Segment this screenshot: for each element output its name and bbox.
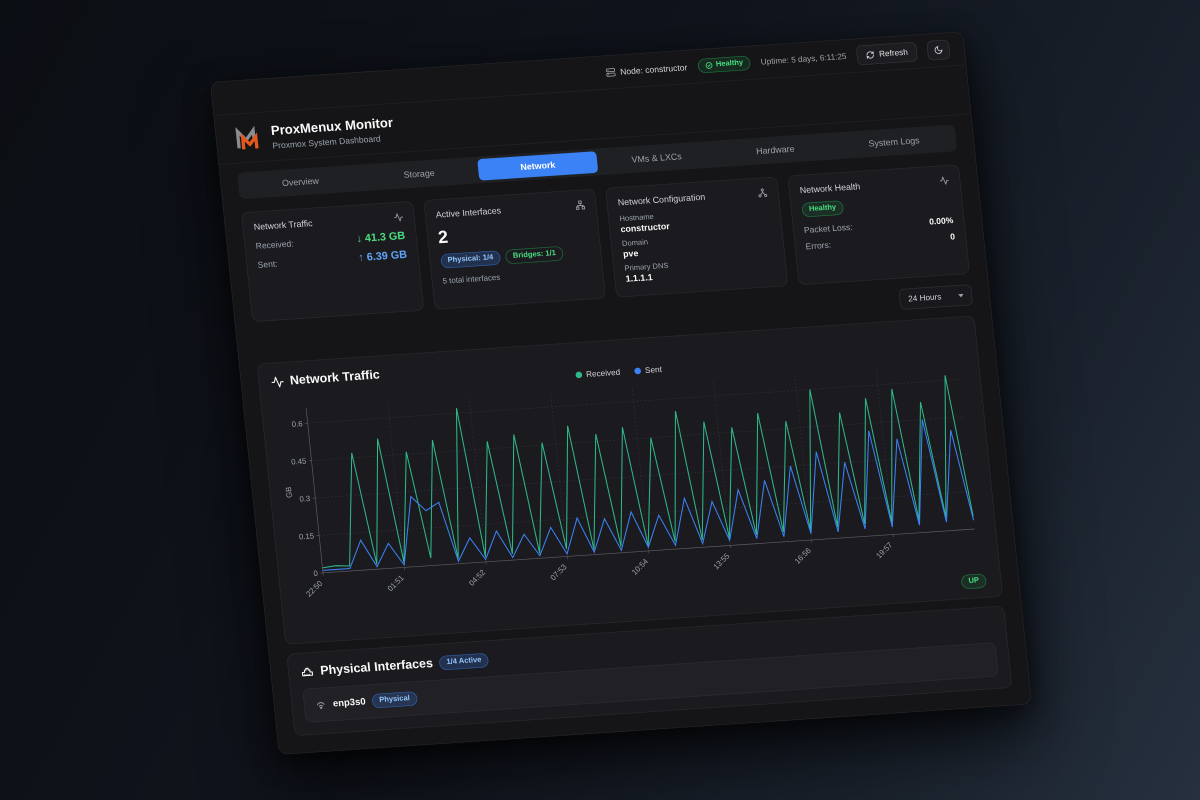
- network-traffic-card: Network Traffic Received: ↓ 41.3 GB Sent…: [241, 200, 424, 323]
- errors-label: Errors:: [805, 239, 832, 252]
- app-titles: ProxMenux Monitor Proxmox System Dashboa…: [270, 115, 395, 151]
- sent-value: ↑ 6.39 GB: [357, 248, 408, 264]
- activity-icon: [393, 212, 404, 222]
- physical-count-badge: Physical: 1/4: [439, 250, 502, 269]
- svg-text:0.3: 0.3: [299, 494, 311, 504]
- svg-text:0.15: 0.15: [299, 531, 315, 541]
- health-status-badge: Healthy: [696, 55, 752, 74]
- traffic-chart: 0 0.15 0.3 0.45 0.6 22:50 01:51 04:52 07:53 10:54…: [284, 369, 975, 599]
- interface-type-badge: Physical: [371, 691, 418, 709]
- moon-icon: [933, 45, 943, 55]
- card-title: Network Traffic: [253, 218, 313, 232]
- app-header: ProxMenux Monitor Proxmox System Dashboa…: [214, 65, 971, 165]
- check-circle-icon: [704, 61, 713, 69]
- svg-text:10:54: 10:54: [630, 556, 651, 576]
- server-icon: [605, 67, 616, 77]
- health-status-badge: Healthy: [801, 200, 845, 218]
- total-interfaces-text: 5 total interfaces: [442, 272, 501, 286]
- svg-text:0.45: 0.45: [291, 457, 307, 467]
- antenna-icon: [315, 699, 327, 711]
- svg-text:04:52: 04:52: [467, 568, 487, 588]
- svg-text:13:55: 13:55: [711, 551, 731, 571]
- chevron-down-icon: [958, 293, 964, 298]
- stats-row: Network Traffic Received: ↓ 41.3 GB Sent…: [223, 153, 987, 327]
- svg-text:07:53: 07:53: [549, 562, 569, 582]
- svg-text:22:50: 22:50: [304, 579, 324, 599]
- svg-text:01:51: 01:51: [386, 573, 406, 593]
- network-icon: [575, 200, 586, 210]
- packet-loss-value: 0.00%: [928, 215, 954, 227]
- theme-toggle-button[interactable]: [926, 39, 951, 61]
- network-health-card: Network Health Healthy Packet Loss: 0.00…: [787, 164, 970, 286]
- refresh-button[interactable]: Refresh: [855, 41, 918, 66]
- received-dot: [575, 371, 583, 379]
- proxmenux-logo: [232, 123, 264, 154]
- refresh-icon: [866, 50, 875, 59]
- legend-item-sent: Sent: [634, 365, 662, 376]
- tab-network[interactable]: Network: [477, 151, 599, 181]
- svg-text:16:56: 16:56: [793, 546, 813, 566]
- node-label: Node: constructor: [619, 62, 688, 77]
- uptime-text: Uptime: 5 days, 6:11:25: [760, 51, 847, 67]
- bridges-count-badge: Bridges: 1/1: [505, 246, 564, 265]
- node-indicator: Node: constructor: [605, 62, 688, 77]
- activity-icon: [270, 375, 284, 389]
- section-title: Physical Interfaces: [319, 656, 434, 678]
- legend-item-received: Received: [575, 368, 621, 380]
- svg-text:0: 0: [313, 569, 318, 578]
- sent-dot: [634, 367, 642, 375]
- received-label: Received:: [255, 238, 295, 251]
- received-value: ↓ 41.3 GB: [355, 229, 406, 245]
- sent-label: Sent:: [257, 258, 279, 270]
- packet-loss-label: Packet Loss:: [803, 221, 854, 235]
- ethernet-icon: [300, 665, 314, 679]
- active-count-badge: 1/4 Active: [438, 653, 490, 671]
- card-title: Network Health: [799, 181, 861, 196]
- network-configuration-card: Network Configuration Hostname construct…: [605, 176, 788, 298]
- svg-text:GB: GB: [284, 486, 294, 498]
- top-bar: Node: constructor Healthy Uptime: 5 days…: [210, 32, 966, 116]
- tab-storage[interactable]: Storage: [403, 168, 436, 180]
- physical-interfaces-section: Physical Interfaces 1/4 Active enp3s0 Ph…: [286, 605, 1013, 737]
- errors-value: 0: [949, 231, 956, 242]
- activity-icon: [939, 175, 950, 185]
- network-traffic-chart-card: Network Traffic Received Sent 0 0.15 0.3 0.…: [256, 315, 1004, 645]
- network-tree-icon: [757, 188, 768, 198]
- interface-list-item[interactable]: enp3s0 Physical: [302, 642, 999, 723]
- tab-vms-lxcs[interactable]: VMs & LXCs: [631, 151, 683, 165]
- tab-overview[interactable]: Overview: [281, 175, 320, 189]
- card-title: Network Configuration: [617, 191, 706, 208]
- interface-name: enp3s0: [332, 696, 367, 710]
- active-interfaces-card: Active Interfaces 2 Physical: 1/4 Bridge…: [423, 188, 606, 310]
- tab-hardware[interactable]: Hardware: [755, 143, 795, 157]
- tab-system-logs[interactable]: System Logs: [868, 135, 921, 149]
- svg-text:0.6: 0.6: [291, 419, 303, 429]
- svg-text:19:57: 19:57: [874, 540, 894, 560]
- active-interface-count: 2: [437, 226, 449, 248]
- time-range-select[interactable]: 24 Hours: [898, 284, 974, 310]
- interface-up-badge: UP: [960, 573, 987, 590]
- card-title: Active Interfaces: [435, 205, 502, 220]
- dashboard-window: Node: constructor Healthy Uptime: 5 days…: [210, 31, 1032, 755]
